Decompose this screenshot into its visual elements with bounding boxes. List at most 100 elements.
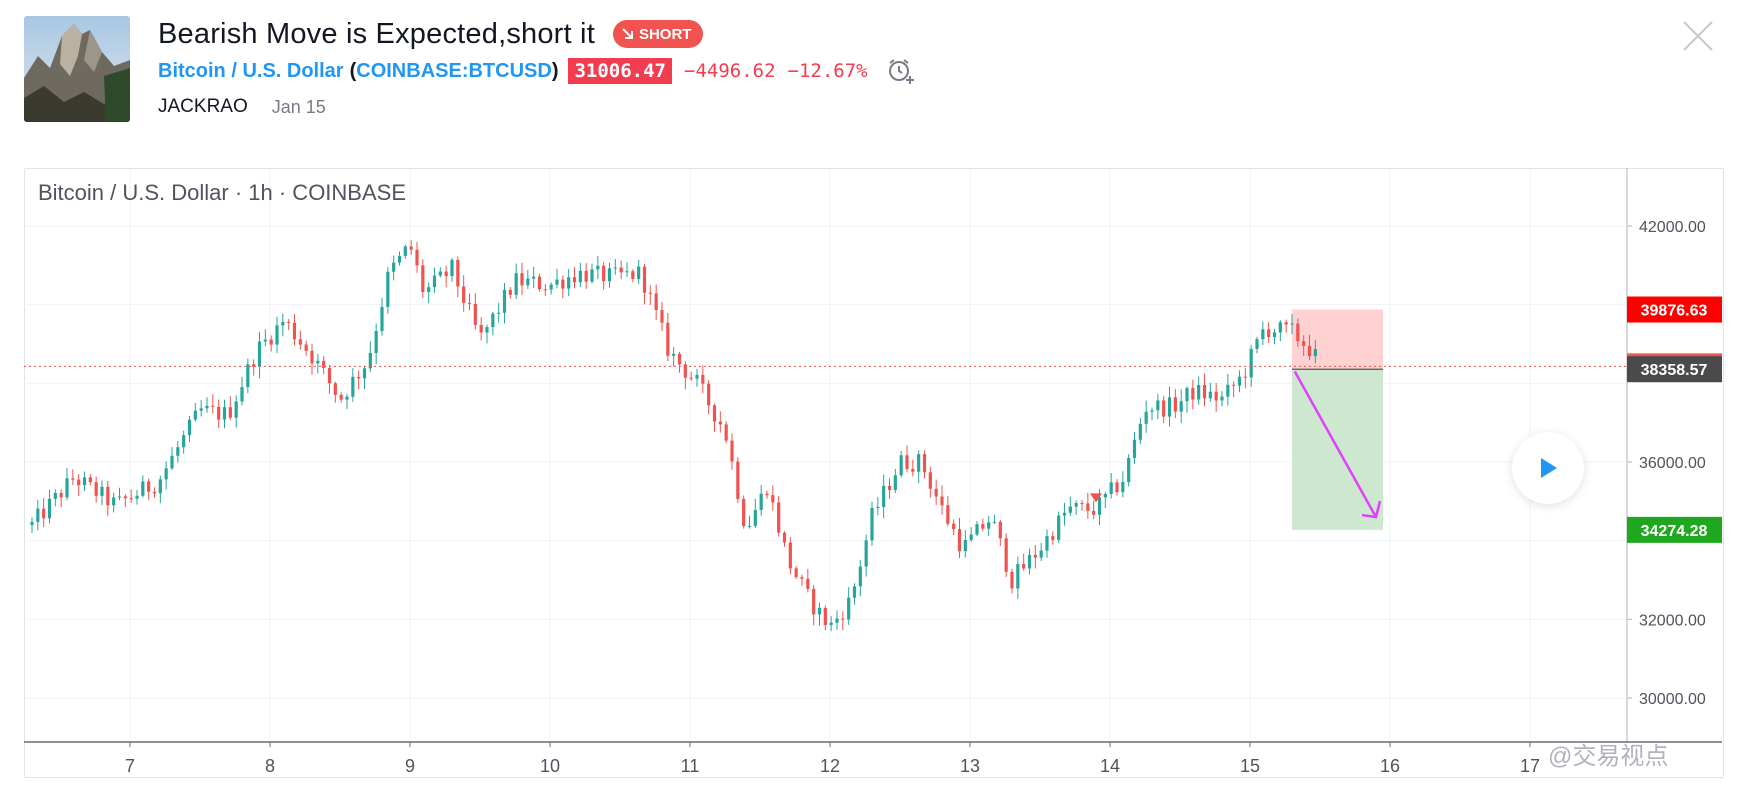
symbol-paren-close: ): [551, 59, 559, 82]
author-name[interactable]: JACKRAO: [158, 96, 248, 117]
candle-body: [689, 377, 693, 379]
author-avatar[interactable]: [24, 16, 130, 122]
chart-container[interactable]: [24, 168, 1724, 778]
candle-body: [199, 408, 203, 411]
candle-body: [1033, 554, 1037, 558]
candle-body: [532, 276, 536, 279]
candle-body: [77, 479, 81, 486]
candle-body: [182, 435, 186, 448]
candle-body: [928, 472, 932, 489]
candle-body: [718, 421, 722, 425]
price-label-text: 39876.63: [1641, 303, 1708, 320]
candle-body: [1302, 341, 1306, 346]
candle-body: [485, 327, 489, 333]
candle-body: [456, 259, 460, 287]
candle-body: [992, 521, 997, 523]
candle-body: [397, 255, 402, 263]
candle-body: [117, 496, 122, 498]
candle-body: [998, 521, 1002, 539]
candle-body: [1290, 323, 1294, 325]
price-label-box: [1627, 356, 1722, 383]
candle-body: [806, 578, 810, 589]
candle-body: [432, 275, 437, 288]
candle-body: [712, 405, 717, 422]
candle-body: [438, 271, 442, 276]
candle-body: [1004, 538, 1008, 572]
candle-body: [141, 481, 145, 496]
candle-body: [730, 440, 734, 462]
candle-body: [152, 491, 157, 494]
candle-body: [607, 268, 612, 282]
candle-body: [1208, 391, 1212, 399]
candle-body: [1249, 348, 1253, 378]
mountain-photo-icon: [24, 16, 130, 122]
chart-grid: [24, 170, 1627, 742]
candle-body: [765, 493, 769, 496]
candle-body: [123, 496, 127, 499]
candle-body: [940, 496, 944, 506]
candle-body: [345, 396, 349, 400]
candle-body: [1051, 536, 1055, 540]
candle-body: [287, 321, 291, 323]
candle-body: [228, 407, 232, 418]
candle-body: [1284, 322, 1288, 325]
candle-body: [1255, 339, 1259, 349]
candle-body: [981, 524, 985, 529]
candle-body: [473, 303, 477, 325]
candle-body: [1237, 376, 1242, 386]
candle-body: [596, 265, 600, 270]
candle-body: [625, 271, 629, 273]
candle-body: [864, 540, 868, 567]
candle-body: [217, 406, 221, 420]
candle-body: [106, 486, 110, 506]
close-button[interactable]: [1680, 18, 1716, 54]
candle-body: [351, 376, 355, 397]
candle-body: [298, 339, 302, 345]
candle-body: [374, 331, 378, 353]
symbol-ticker-link[interactable]: COINBASE:BTCUSD: [356, 59, 552, 82]
candle-body: [1115, 482, 1119, 493]
candle-body: [1022, 564, 1026, 569]
candle-body: [135, 495, 139, 499]
candle-body: [829, 622, 833, 626]
candle-body: [922, 454, 927, 473]
candle-body: [368, 352, 372, 369]
candle-body: [502, 289, 507, 313]
candle-body: [444, 271, 448, 277]
candle-body: [310, 350, 314, 364]
candle-body: [479, 324, 483, 333]
candle-body: [275, 325, 279, 345]
candle-body: [899, 455, 903, 476]
candle-body: [1138, 423, 1142, 440]
alarm-clock-plus-icon[interactable]: [886, 56, 916, 86]
candle-body: [316, 360, 320, 364]
candle-body: [567, 277, 571, 289]
x-tick-label: 10: [540, 756, 560, 776]
candle-body: [549, 284, 553, 290]
candle-body: [876, 506, 880, 508]
candle-body: [771, 495, 775, 503]
signal-marker-icon: [1090, 493, 1102, 503]
stop-loss-zone: [1292, 309, 1383, 370]
candle-body: [701, 374, 705, 384]
price-label-text: 34274.28: [1641, 523, 1708, 540]
candle-body: [357, 376, 361, 379]
candle-body: [53, 492, 57, 499]
candle-body: [1132, 439, 1137, 458]
candle-body: [747, 525, 752, 527]
candle-body: [584, 270, 588, 282]
candle-body: [812, 588, 816, 615]
play-idea-button[interactable]: [1512, 432, 1584, 504]
y-tick-label: 32000.00: [1639, 612, 1706, 629]
symbol-name-link[interactable]: Bitcoin / U.S. Dollar: [158, 59, 344, 82]
candle-body: [1197, 384, 1201, 400]
candle-body: [707, 383, 711, 406]
candle-body: [176, 447, 180, 456]
candle-body: [893, 475, 897, 491]
chart-overlays: [24, 365, 1627, 519]
candle-body: [637, 266, 641, 280]
y-tick-label: 36000.00: [1639, 455, 1706, 472]
candle-body: [911, 469, 915, 472]
candle-body: [269, 339, 273, 345]
